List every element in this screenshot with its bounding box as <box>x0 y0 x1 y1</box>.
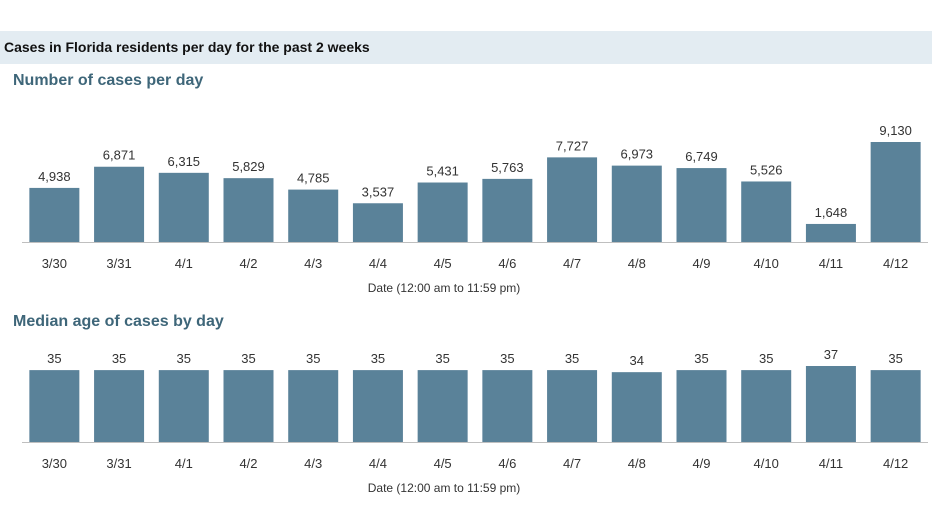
age-tick-label: 4/6 <box>498 456 516 471</box>
cases-tick-label: 4/8 <box>628 256 646 271</box>
age-bar-4-10 <box>741 370 792 442</box>
cases-tick-label: 4/9 <box>692 256 710 271</box>
age-data-label: 35 <box>435 351 449 366</box>
age-bar-4-2 <box>223 370 274 442</box>
cases-bar-4-5 <box>417 182 468 242</box>
age-tick-label: 4/4 <box>369 456 387 471</box>
age-bar-4-4 <box>352 370 403 442</box>
cases-bar-4-8 <box>611 165 662 242</box>
cases-bar-4-10 <box>741 181 792 242</box>
age-tick-label: 4/12 <box>883 456 908 471</box>
age-tick-label: 4/8 <box>628 456 646 471</box>
cases-bar-4-4 <box>352 203 403 242</box>
age-tick-label: 4/10 <box>754 456 779 471</box>
age-tick-label: 3/30 <box>42 456 67 471</box>
age-tick-label: 4/11 <box>819 456 843 471</box>
cases-tick-label: 4/4 <box>369 256 387 271</box>
age-data-label: 35 <box>306 351 320 366</box>
cases-tick-label: 4/2 <box>239 256 257 271</box>
age-data-label: 35 <box>241 351 255 366</box>
cases-x-axis-label: Date (12:00 am to 11:59 pm) <box>368 281 521 295</box>
cases-bar-4-11 <box>805 223 856 242</box>
cases-data-label: 5,829 <box>232 159 265 174</box>
age-data-label: 37 <box>824 347 838 362</box>
age-tick-label: 4/1 <box>175 456 193 471</box>
cases-data-label: 5,763 <box>491 160 524 175</box>
cases-bar-4-1 <box>158 172 209 242</box>
age-tick-label: 4/7 <box>563 456 581 471</box>
cases-bar-4-7 <box>547 157 598 242</box>
age-data-label: 35 <box>565 351 579 366</box>
age-bar-4-1 <box>158 370 209 442</box>
age-data-label: 35 <box>888 351 902 366</box>
header-band: Cases in Florida residents per day for t… <box>0 31 932 64</box>
median-age-chart-title: Median age of cases by day <box>13 313 224 330</box>
cases-tick-label: 4/6 <box>498 256 516 271</box>
cases-data-label: 4,785 <box>297 171 330 186</box>
cases-data-label: 5,526 <box>750 162 783 177</box>
age-tick-label: 4/9 <box>692 456 710 471</box>
age-tick-label: 3/31 <box>106 456 131 471</box>
age-data-label: 35 <box>371 351 385 366</box>
age-bar-3-31 <box>94 370 145 442</box>
cases-tick-label: 4/7 <box>563 256 581 271</box>
age-tick-label: 4/2 <box>239 456 257 471</box>
age-data-label: 35 <box>47 351 61 366</box>
cases-tick-label: 3/31 <box>106 256 131 271</box>
cases-chart-title: Number of cases per day <box>13 72 204 89</box>
cases-tick-label: 4/3 <box>304 256 322 271</box>
cases-bar-3-30 <box>29 187 80 242</box>
cases-tick-label: 4/1 <box>175 256 193 271</box>
age-bar-4-3 <box>288 370 339 442</box>
age-data-label: 34 <box>630 353 644 368</box>
cases-tick-label: 4/11 <box>819 256 843 271</box>
cases-data-label: 5,431 <box>426 164 459 179</box>
age-data-label: 35 <box>759 351 773 366</box>
cases-data-label: 4,938 <box>38 169 71 184</box>
cases-bar-3-31 <box>94 166 145 242</box>
age-bar-4-12 <box>870 370 921 442</box>
age-data-label: 35 <box>177 351 191 366</box>
cases-data-label: 6,871 <box>103 148 136 163</box>
cases-data-label: 1,648 <box>815 205 848 220</box>
age-data-label: 35 <box>500 351 514 366</box>
cases-tick-label: 4/12 <box>883 256 908 271</box>
cases-bar-4-2 <box>223 178 274 242</box>
age-bar-3-30 <box>29 370 80 442</box>
page-title: Cases in Florida residents per day for t… <box>4 39 370 55</box>
age-tick-label: 4/5 <box>434 456 452 471</box>
cases-bar-4-3 <box>288 189 339 242</box>
cases-per-day-chart: 4,938 3/30 6,871 3/31 6,315 4/1 5,829 4/2 4,785 4… <box>22 123 928 295</box>
cases-data-label: 3,537 <box>362 184 395 199</box>
age-tick-label: 4/3 <box>304 456 322 471</box>
cases-data-label: 9,130 <box>879 123 912 138</box>
age-bar-4-8 <box>611 372 662 442</box>
age-bar-4-5 <box>417 370 468 442</box>
age-data-label: 35 <box>112 351 126 366</box>
cases-tick-label: 4/5 <box>434 256 452 271</box>
cases-bar-4-6 <box>482 178 533 242</box>
cases-data-label: 6,315 <box>168 154 201 169</box>
cases-bar-4-9 <box>676 168 727 242</box>
age-bar-4-6 <box>482 370 533 442</box>
cases-tick-label: 4/10 <box>754 256 779 271</box>
age-bar-4-9 <box>676 370 727 442</box>
cases-tick-label: 3/30 <box>42 256 67 271</box>
age-data-label: 35 <box>694 351 708 366</box>
age-bar-4-7 <box>547 370 598 442</box>
median-age-chart: 35 3/30 35 3/31 35 4/1 35 4/2 35 4/3 35 4/4 35 4/5 35 4… <box>22 347 928 495</box>
age-x-axis-label: Date (12:00 am to 11:59 pm) <box>368 481 521 495</box>
cases-data-label: 7,727 <box>556 138 589 153</box>
cases-bar-4-12 <box>870 142 921 242</box>
cases-data-label: 6,973 <box>621 147 654 162</box>
age-bar-4-11 <box>805 366 856 442</box>
cases-data-label: 6,749 <box>685 149 718 164</box>
